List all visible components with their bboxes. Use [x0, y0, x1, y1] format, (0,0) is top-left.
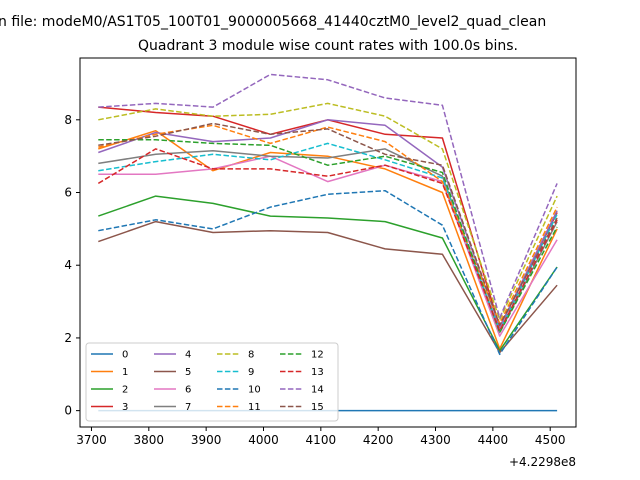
x-tick-label: 3900	[191, 433, 222, 447]
y-tick-label: 2	[64, 331, 72, 345]
series-line-9	[98, 142, 558, 332]
x-tick-label: 3800	[134, 433, 165, 447]
x-offset-label: +4.2298e8	[509, 455, 576, 469]
series-line-13	[97, 148, 558, 332]
plot-series	[97, 73, 558, 412]
series-line-8	[98, 102, 558, 321]
series-line-14	[98, 73, 558, 319]
legend-label: 14	[311, 385, 324, 396]
legend-label: 12	[311, 350, 324, 361]
legend-label: 0	[122, 350, 128, 361]
x-axis: 3700 3800 3900 4000 4100 4200 4300 4400 4500	[76, 427, 565, 447]
series-line-10	[98, 189, 558, 356]
legend-label: 9	[248, 367, 254, 378]
legend-label: 2	[122, 385, 128, 396]
legend-label: 6	[185, 385, 191, 396]
legend-label: 13	[311, 367, 324, 378]
legend-label: 10	[248, 385, 261, 396]
series-line-11	[98, 124, 558, 325]
chart-suptitle: n file: modeM0/AS1T05_100T01_9000005668_…	[0, 14, 546, 30]
x-tick-label: 4100	[306, 433, 337, 447]
series-line-6	[98, 155, 558, 337]
x-tick-label: 4000	[248, 433, 279, 447]
y-tick-label: 8	[64, 113, 72, 127]
legend-label: 4	[185, 350, 191, 361]
series-line-5	[98, 220, 558, 354]
series-line-2	[98, 195, 558, 352]
legend-label: 8	[248, 350, 254, 361]
x-tick-label: 4500	[535, 433, 566, 447]
y-tick-label: 0	[64, 404, 72, 418]
plot-area-frame	[79, 57, 577, 428]
series-line-15	[98, 122, 558, 326]
legend-frame	[85, 342, 339, 422]
legend-label: 11	[248, 402, 261, 413]
y-tick-label: 6	[64, 186, 72, 200]
series-line-12	[98, 139, 558, 334]
x-tick-label: 3700	[76, 433, 107, 447]
legend-label: 5	[185, 367, 191, 378]
legend-label: 1	[122, 367, 128, 378]
y-axis: 0 2 4 6 8	[64, 113, 80, 418]
x-tick-label: 4200	[363, 433, 394, 447]
series-line-1	[98, 129, 558, 350]
legend-label: 15	[311, 402, 324, 413]
x-tick-label: 4400	[478, 433, 509, 447]
y-tick-label: 4	[64, 258, 72, 272]
chart-title: Quadrant 3 module wise count rates with …	[138, 38, 518, 54]
legend-label: 7	[185, 402, 191, 413]
legend-label: 3	[122, 402, 128, 413]
x-tick-label: 4300	[420, 433, 451, 447]
